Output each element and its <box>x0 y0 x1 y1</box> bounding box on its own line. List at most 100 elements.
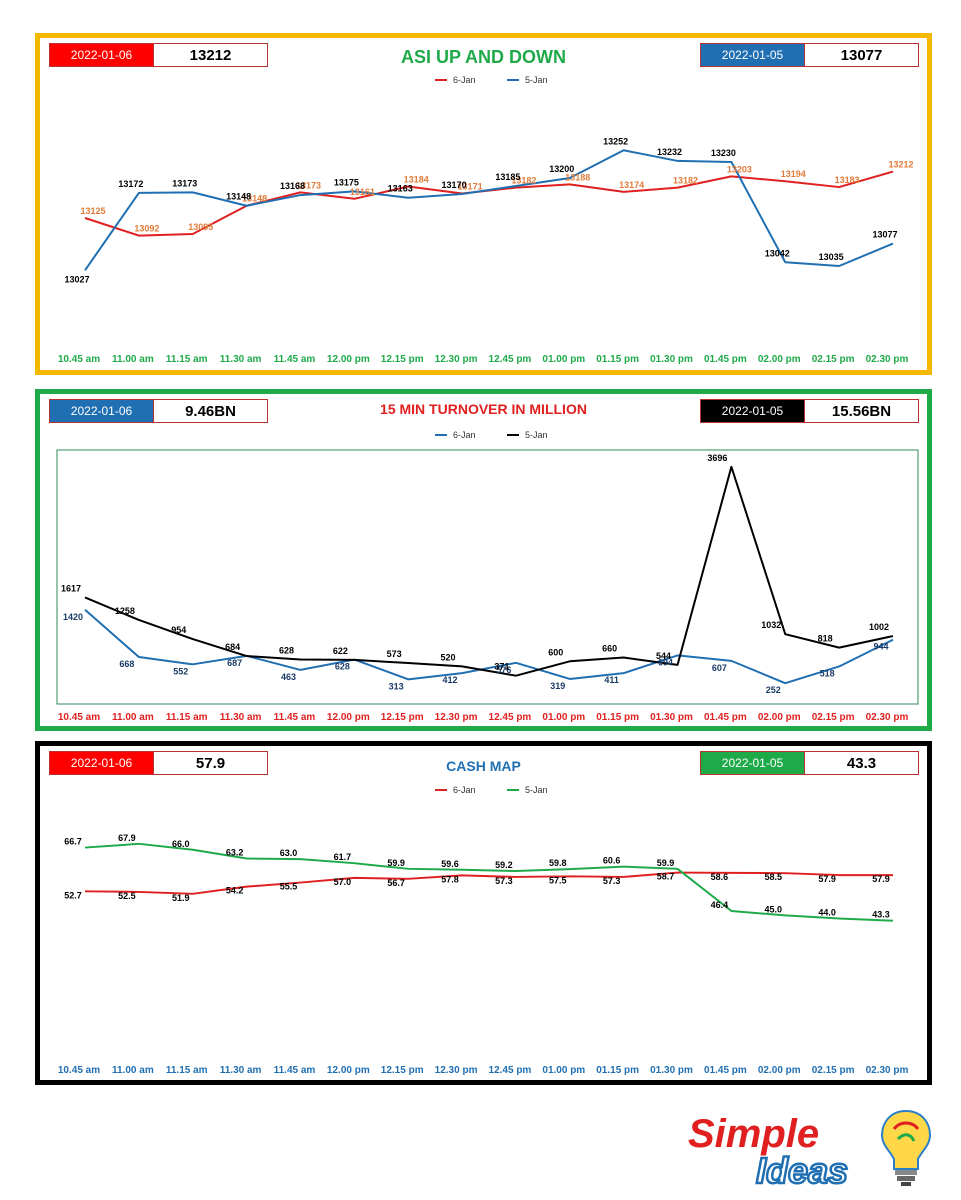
data-label: 56.7 <box>387 878 405 888</box>
legend: 6-Jan 5-Jan <box>435 75 548 85</box>
logo-text-simple: Simple <box>688 1112 819 1156</box>
data-label: 13183 <box>835 175 860 185</box>
data-label: 576 <box>496 665 511 675</box>
asi-right-badge: 2022-01-05 13077 <box>700 43 919 67</box>
turnover-left-badge: 2022-01-06 9.46BN <box>49 399 268 423</box>
data-label: 59.8 <box>549 858 567 868</box>
x-tick-label: 01.45 pm <box>704 712 747 723</box>
data-label: 43.3 <box>872 910 890 920</box>
data-label: 463 <box>281 672 296 682</box>
x-tick-label: 01.30 pm <box>650 712 693 723</box>
data-label: 57.0 <box>334 877 352 887</box>
cash-right-value: 43.3 <box>804 752 918 774</box>
data-label: 1617 <box>61 583 81 593</box>
data-label: 13027 <box>64 274 89 284</box>
data-label: 13194 <box>781 169 806 179</box>
data-label: 55.5 <box>280 882 298 892</box>
data-label: 13203 <box>727 164 752 174</box>
x-tick-label: 01.00 pm <box>542 1065 585 1076</box>
x-tick-label: 12.00 pm <box>327 712 370 723</box>
cash-right-badge: 2022-01-05 43.3 <box>700 751 919 775</box>
data-label: 13035 <box>819 252 844 262</box>
x-tick-label: 11.30 am <box>220 354 262 365</box>
cash-right-date: 2022-01-05 <box>701 752 804 774</box>
x-tick-label: 11.15 am <box>166 712 208 723</box>
data-label: 687 <box>227 658 242 668</box>
x-tick-label: 01.00 pm <box>542 354 585 365</box>
data-label: 520 <box>441 652 456 662</box>
x-tick-label: 12.45 pm <box>489 712 532 723</box>
x-tick-label: 02.30 pm <box>866 712 909 723</box>
data-label: 59.6 <box>441 859 459 869</box>
data-label: 57.3 <box>495 876 513 886</box>
x-tick-label: 12.30 pm <box>435 1065 478 1076</box>
data-label: 371 <box>494 662 509 672</box>
x-tick-label: 11.30 am <box>220 712 262 723</box>
x-tick-label: 01.30 pm <box>650 1065 693 1076</box>
x-tick-label: 11.45 am <box>274 1065 316 1076</box>
asi-right-date: 2022-01-05 <box>701 44 804 66</box>
data-label: 13042 <box>765 248 790 258</box>
cash-map-chart: 6-Jan 5-Jan 52.7 52.5 51.9 54.2 55.5 57.0 56.7 57… <box>58 785 909 1076</box>
x-tick-label: 12.45 pm <box>489 1065 532 1076</box>
x-tick-label: 11.45 am <box>274 712 316 723</box>
data-label: 46.4 <box>711 900 729 910</box>
legend: 6-Jan 5-Jan <box>435 785 548 795</box>
data-label: 13232 <box>657 147 682 157</box>
x-tick-label: 02.00 pm <box>758 354 801 365</box>
series-line <box>84 871 893 895</box>
data-label: 54.2 <box>226 886 244 896</box>
legend-label: 5-Jan <box>525 75 548 85</box>
data-label: 518 <box>820 668 835 678</box>
x-tick-label: 12.30 pm <box>435 712 478 723</box>
data-label: 544 <box>656 651 671 661</box>
data-label: 13170 <box>442 180 467 190</box>
logo-text-ideas: Ideas <box>756 1150 848 1190</box>
data-label: 59.9 <box>387 858 405 868</box>
data-label: 61.7 <box>334 852 352 862</box>
data-label: 684 <box>225 642 240 652</box>
data-label: 313 <box>389 681 404 691</box>
cash-map-panel: 2022-01-06 57.9 CASH MAP 2022-01-05 43.3… <box>35 741 932 1085</box>
data-label: 13173 <box>172 178 197 188</box>
data-label: 944 <box>873 642 888 652</box>
x-tick-label: 02.30 pm <box>866 354 909 365</box>
data-label: 628 <box>279 646 294 656</box>
data-label: 58.7 <box>657 872 675 882</box>
data-label: 57.8 <box>441 874 459 884</box>
series-line <box>84 465 894 677</box>
asi-chart: 6-Jan 5-Jan 13125 13092 13095 13148 13173 13161… <box>58 75 914 365</box>
x-tick-label: 02.15 pm <box>812 712 855 723</box>
x-tick-label: 10.45 am <box>58 354 100 365</box>
data-label: 13077 <box>872 230 897 240</box>
asi-left-value: 13212 <box>153 44 267 66</box>
x-tick-label: 12.15 pm <box>381 712 424 723</box>
x-tick-label: 11.45 am <box>274 354 316 365</box>
asi-left-badge: 2022-01-06 13212 <box>49 43 268 67</box>
x-tick-label: 10.45 am <box>58 1065 100 1076</box>
data-label: 59.2 <box>495 860 513 870</box>
data-label: 44.0 <box>818 908 836 918</box>
x-tick-label: 10.45 am <box>58 712 100 723</box>
turnover-right-date: 2022-01-05 <box>701 400 804 422</box>
data-label: 13230 <box>711 148 736 158</box>
data-label: 60.6 <box>603 856 621 866</box>
turnover-left-date: 2022-01-06 <box>50 400 153 422</box>
data-label: 1002 <box>869 622 889 632</box>
turnover-left-value: 9.46BN <box>153 400 267 422</box>
x-tick-label: 11.00 am <box>112 1065 154 1076</box>
data-label: 668 <box>119 659 134 669</box>
x-tick-label: 12.00 pm <box>327 354 370 365</box>
legend-label: 6-Jan <box>453 430 476 440</box>
data-label: 13182 <box>673 176 698 186</box>
data-label: 13168 <box>280 181 305 191</box>
data-label: 13163 <box>388 184 413 194</box>
data-label: 13171 <box>458 181 483 191</box>
data-label: 13148 <box>242 194 267 204</box>
turnover-title: 15 MIN TURNOVER IN MILLION <box>380 401 587 417</box>
x-tick-label: 01.45 pm <box>704 354 747 365</box>
turnover-panel: 2022-01-06 9.46BN 15 MIN TURNOVER IN MIL… <box>35 389 932 731</box>
turnover-right-badge: 2022-01-05 15.56BN <box>700 399 919 423</box>
data-label: 63.2 <box>226 848 244 858</box>
data-label: 13125 <box>80 206 105 216</box>
